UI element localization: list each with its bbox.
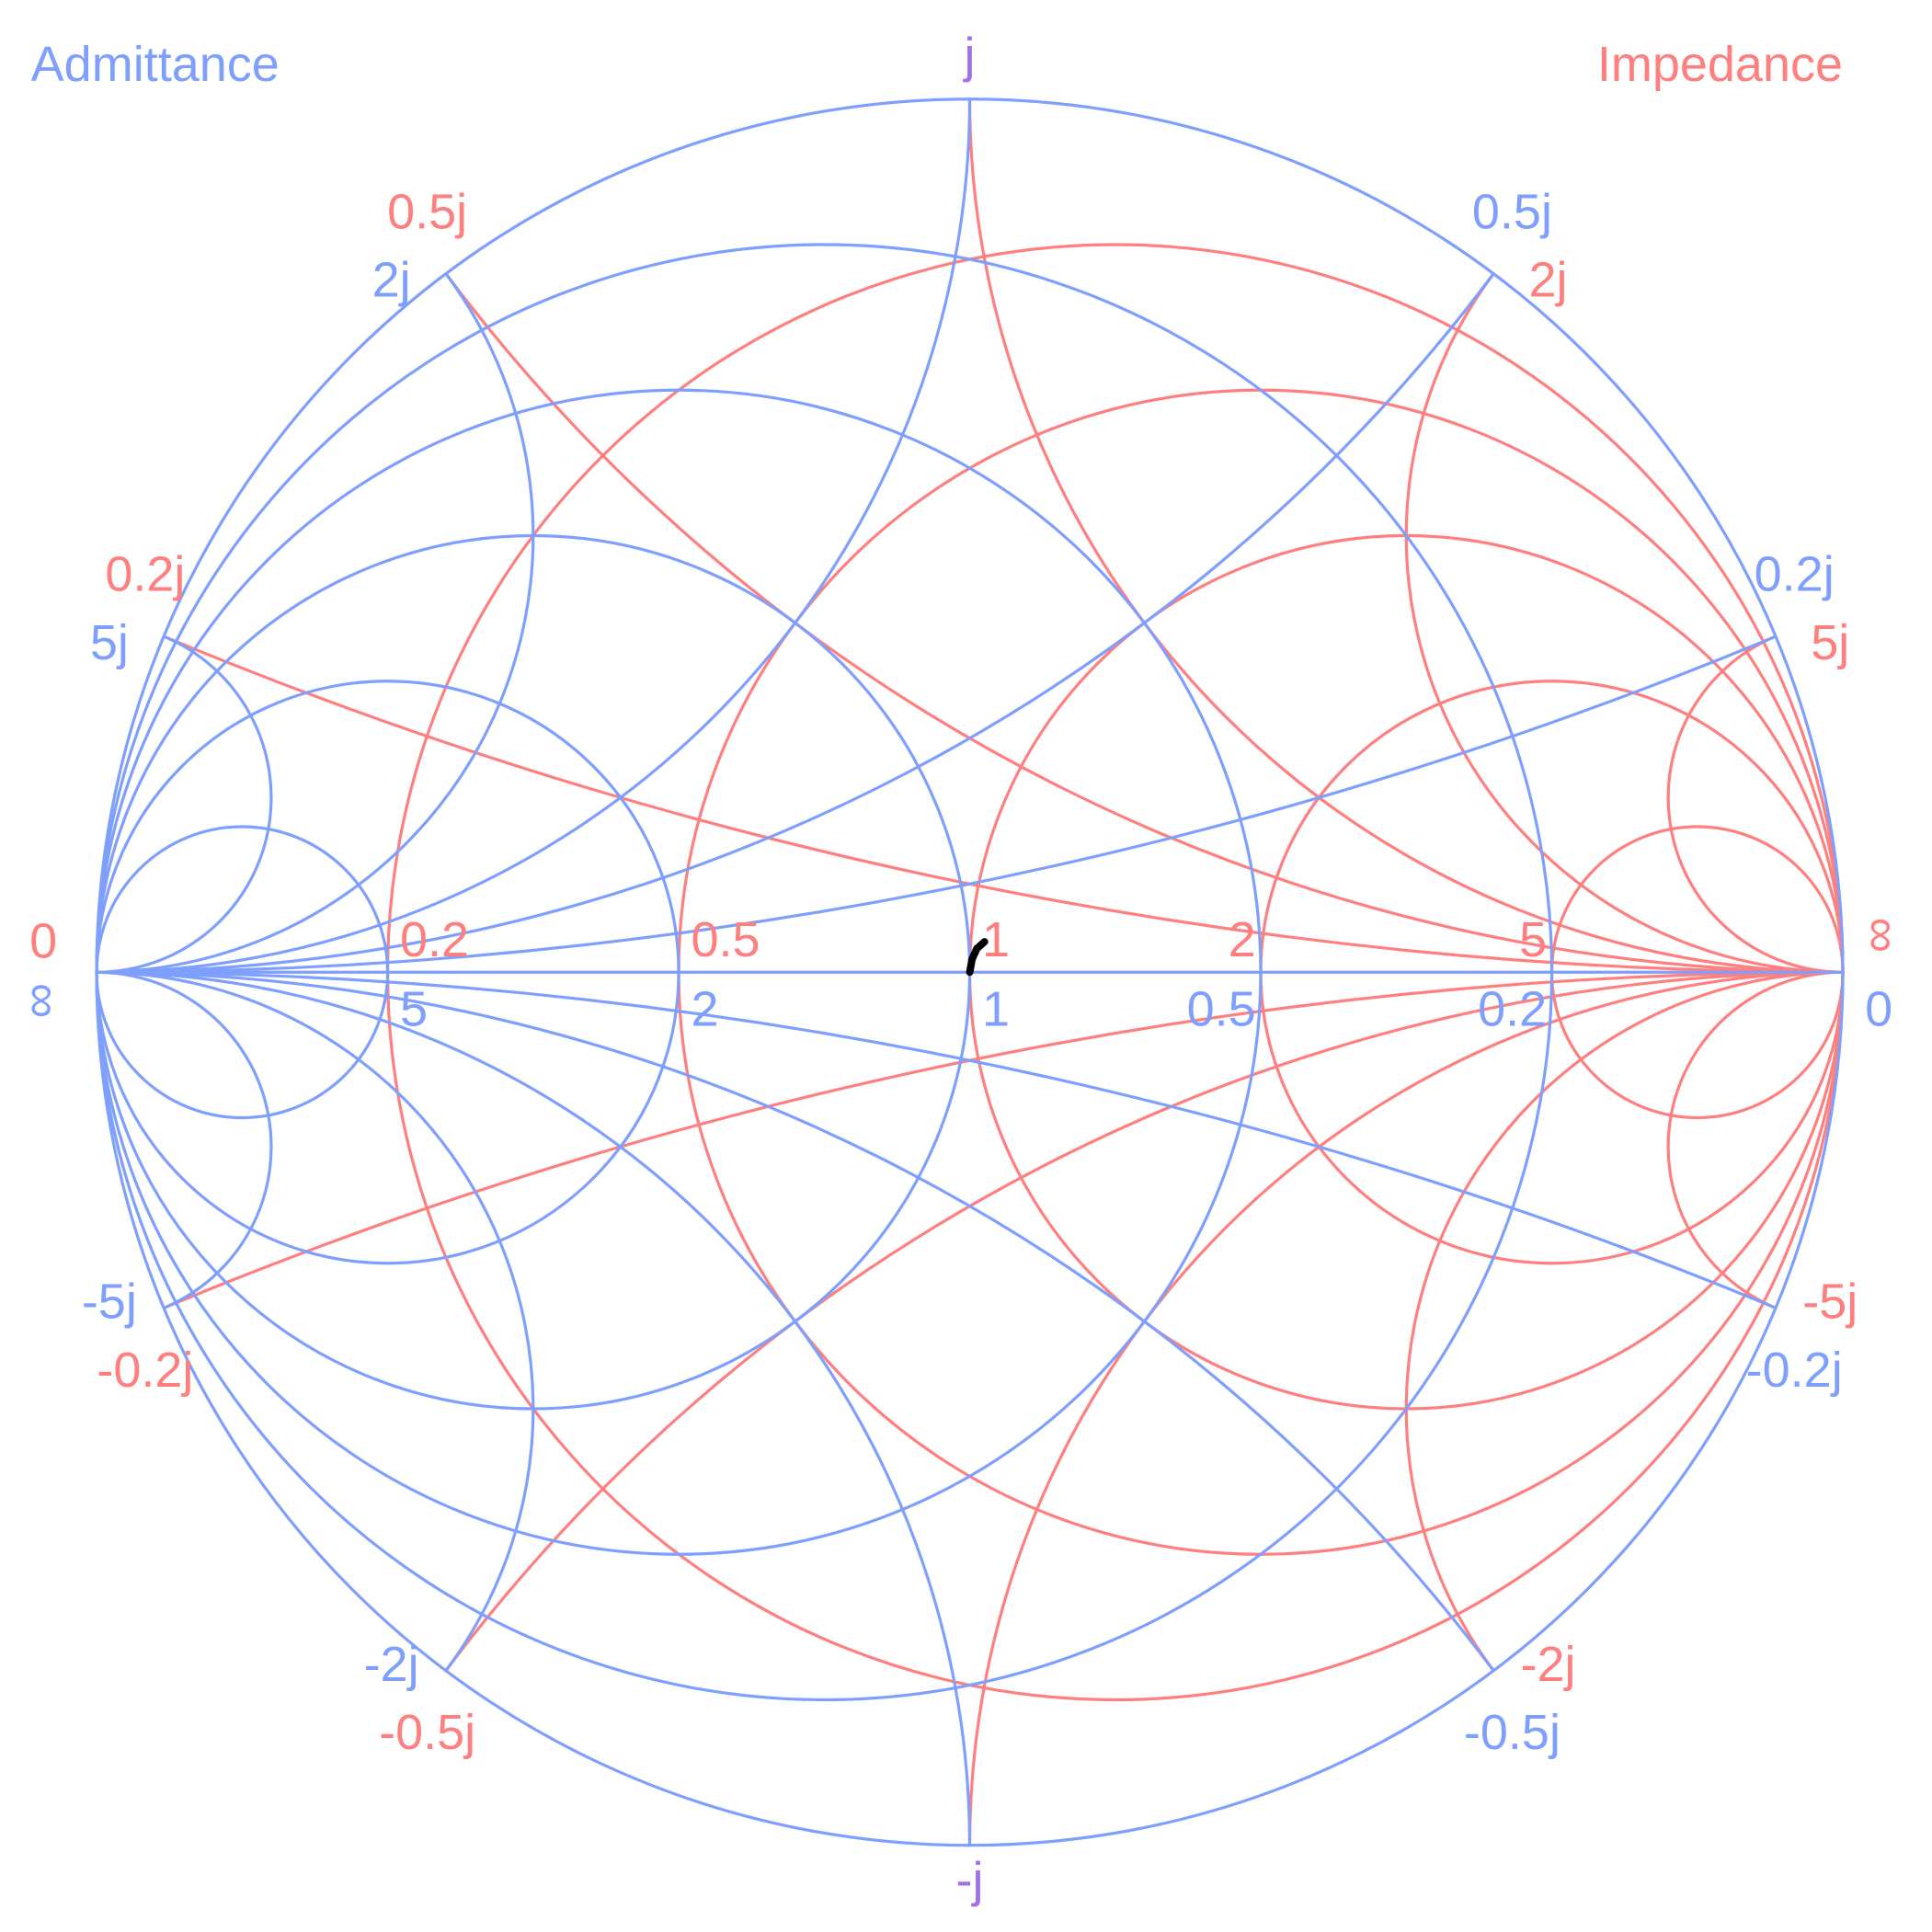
susceptance-label: 0.2j xyxy=(1755,547,1835,602)
resistance-label: 5 xyxy=(1519,912,1547,967)
resistance-label: 0.5 xyxy=(692,912,760,967)
susceptance-arc xyxy=(97,634,1777,974)
reactance-label: 5j xyxy=(1811,615,1849,670)
susceptance-arc xyxy=(97,970,972,1846)
reactance-arc xyxy=(1404,970,1844,1672)
reactance-label: -2j xyxy=(1520,1637,1575,1692)
reactance-arc xyxy=(1666,634,1844,974)
resistance-label: 1 xyxy=(982,912,1010,967)
reactance-label: -5j xyxy=(1802,1275,1858,1330)
susceptance-arc xyxy=(97,970,273,1309)
susceptance-arc xyxy=(97,272,1495,974)
susceptance-arc xyxy=(97,634,273,974)
admittance-title: Admittance xyxy=(31,37,280,92)
susceptance-arc xyxy=(97,970,1777,1309)
susceptance-arc xyxy=(97,98,972,974)
reactance-arc xyxy=(163,634,1844,974)
conductance-label: 0.2 xyxy=(1478,982,1547,1037)
reactance-arc xyxy=(967,970,1844,1846)
labels: 0.2 0.5 1 2 5 0.2 0.5 1 2 5 2j 5j 0.2j 0.5j -0.2j -0.5j… xyxy=(16,29,1910,1908)
reactance-label: 0.5j xyxy=(387,184,467,239)
outer-circle xyxy=(95,97,1845,1847)
reactance-label: -0.2j xyxy=(97,1343,193,1398)
susceptance-label: -2j xyxy=(364,1637,419,1692)
susceptance-label: 0.5j xyxy=(1472,184,1552,239)
reactance-arc xyxy=(1666,970,1844,1309)
reactance-arc xyxy=(1404,272,1844,974)
resistance-label: 2 xyxy=(1229,912,1256,967)
conductance-label: 0.5 xyxy=(1187,982,1256,1037)
reactance-label: 2j xyxy=(1528,252,1567,307)
resistance-label: 0.2 xyxy=(400,912,469,967)
reactance-label: -0.5j xyxy=(379,1705,475,1760)
trace-line xyxy=(966,938,989,977)
reactance-arc xyxy=(967,98,1844,974)
reactance-arc xyxy=(444,970,1844,1672)
admittance-right-end-label: 0 xyxy=(1865,982,1892,1037)
bottom-j-label: -j xyxy=(956,1852,984,1907)
conductance-label: 2 xyxy=(692,982,719,1037)
reactance-label: 0.2j xyxy=(105,547,185,602)
susceptance-arc xyxy=(97,272,535,974)
impedance-right-end-label: ∞ xyxy=(1855,918,1910,953)
conductance-label: 5 xyxy=(400,982,428,1037)
susceptance-label: -0.2j xyxy=(1746,1343,1843,1398)
top-j-label: j xyxy=(963,29,976,84)
admittance-grid xyxy=(95,98,1844,1846)
susceptance-arc xyxy=(97,970,1495,1672)
susceptance-label: 2j xyxy=(372,252,411,307)
susceptance-label: -0.5j xyxy=(1464,1705,1560,1760)
susceptance-label: -5j xyxy=(82,1275,137,1330)
trace xyxy=(966,938,989,977)
susceptance-label: 5j xyxy=(90,615,129,670)
reactance-arc xyxy=(163,970,1844,1309)
admittance-left-end-label: ∞ xyxy=(16,983,71,1019)
impedance-left-end-label: 0 xyxy=(29,914,57,969)
susceptance-arc xyxy=(97,970,535,1672)
unit-circle xyxy=(95,97,1845,1847)
reactance-arc xyxy=(444,272,1844,974)
conductance-label: 1 xyxy=(982,982,1010,1037)
impedance-title: Impedance xyxy=(1597,37,1843,92)
